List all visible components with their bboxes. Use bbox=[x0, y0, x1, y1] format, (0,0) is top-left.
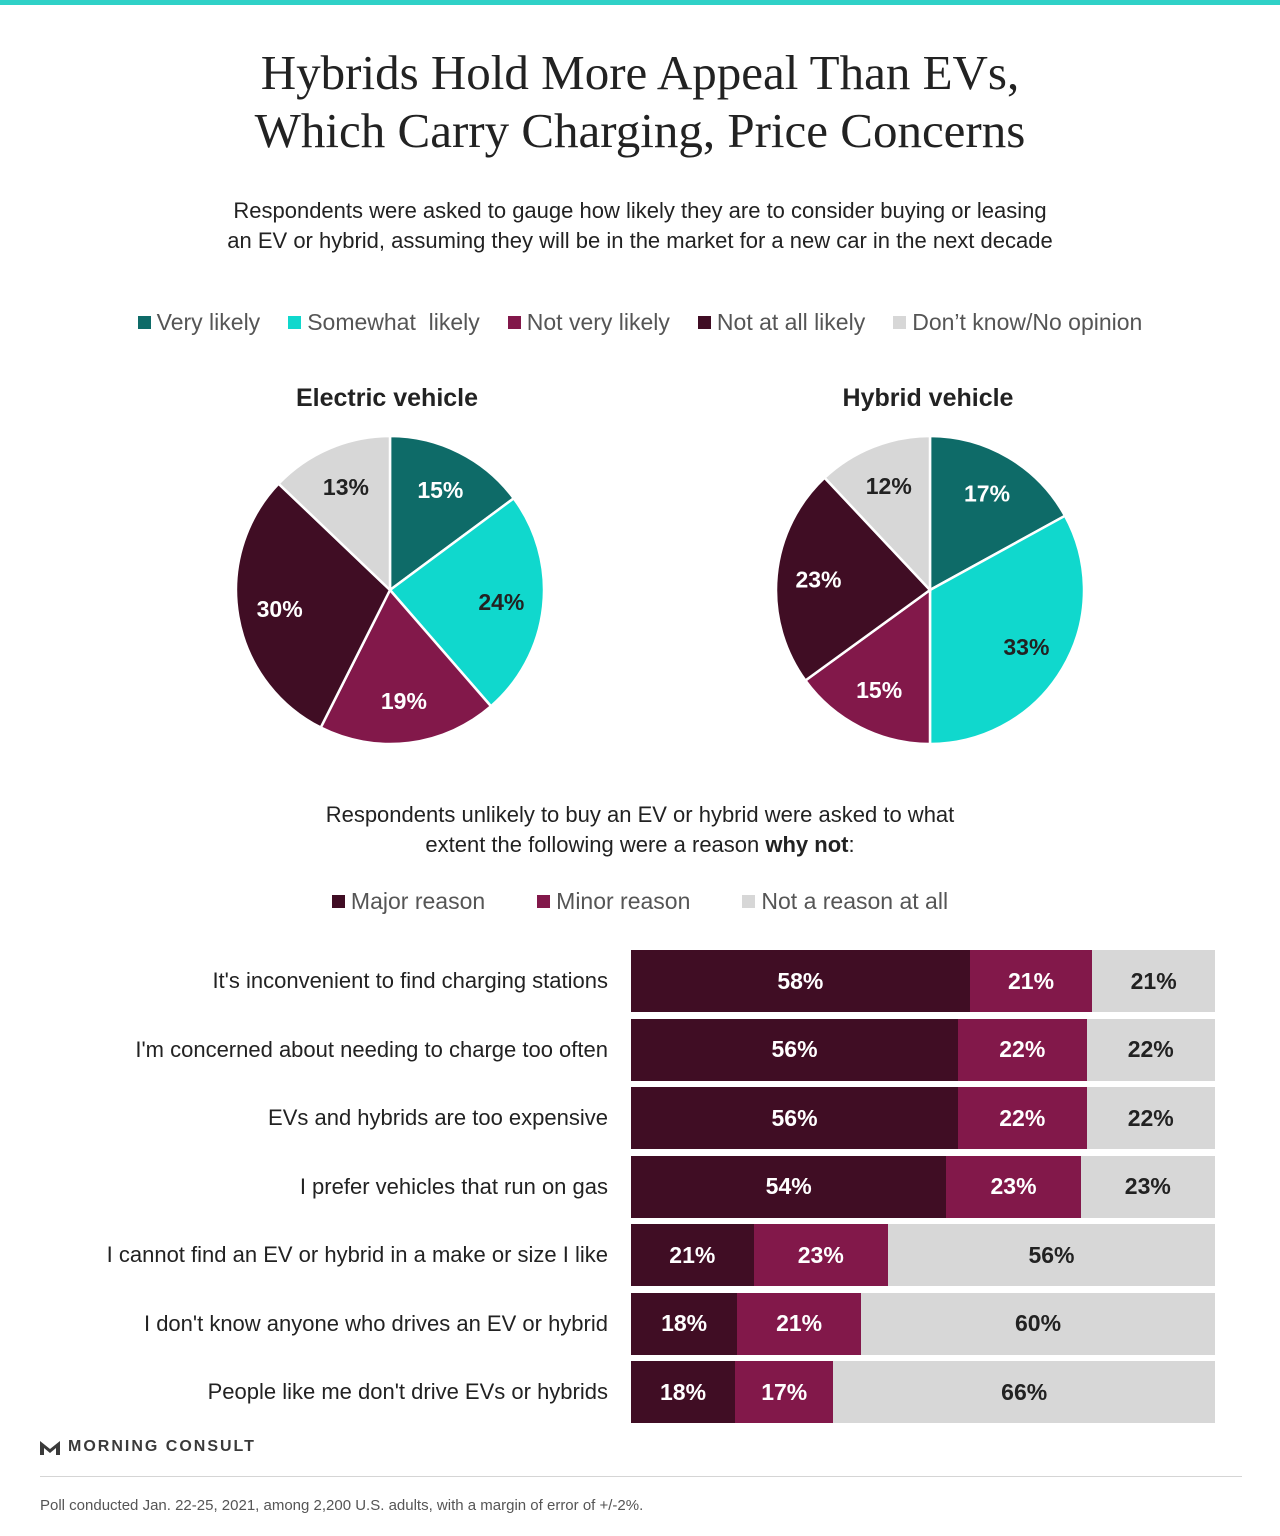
legend-swatch bbox=[697, 316, 711, 329]
footer-divider bbox=[40, 1476, 1242, 1477]
chart-subtitle: Respondents were asked to gauge how like… bbox=[0, 196, 1280, 256]
pie-data-label: 19% bbox=[381, 688, 427, 714]
bar-question-line-1: Respondents unlikely to buy an EV or hyb… bbox=[325, 802, 955, 827]
pie-title-hybrid: Hybrid vehicle bbox=[842, 384, 1014, 412]
bar-row-label: EVs and hybrids are too expensive bbox=[268, 1105, 608, 1130]
footnote: Poll conducted Jan. 22-25, 2021, among 2… bbox=[40, 1497, 644, 1514]
legend-label: Somewhat likely bbox=[307, 309, 480, 335]
legend-label: Not very likely bbox=[526, 309, 670, 335]
bar-segment-not-a-reason: 56% bbox=[887, 1224, 1215, 1286]
bar-segment-not-a-reason: 66% bbox=[833, 1361, 1215, 1423]
legend-swatch bbox=[893, 316, 907, 329]
legend-swatch bbox=[537, 895, 551, 908]
pie-slice-not-at-all-likely bbox=[774, 475, 932, 683]
bar-segment-minor-reason: 23% bbox=[753, 1224, 888, 1286]
bar-question-text: extent the following were a reason bbox=[425, 832, 766, 857]
bar-row-label: I don't know anyone who drives an EV or … bbox=[143, 1310, 608, 1336]
bar-segment-not-a-reason: 22% bbox=[1086, 1018, 1215, 1081]
bar-row-label: I cannot find an EV or hybrid in a make … bbox=[106, 1242, 608, 1267]
brand-logo: MORNING CONSULT bbox=[40, 1438, 256, 1456]
pie-slice-not-very-likely bbox=[319, 587, 493, 746]
legend-label: Minor reason bbox=[556, 888, 691, 914]
bar-row-label: People like me don't drive EVs or hybrid… bbox=[207, 1379, 608, 1404]
bar-segment-minor-reason: 23% bbox=[946, 1155, 1081, 1218]
bar-segment-major-reason: 56% bbox=[631, 1087, 959, 1149]
pie-data-label: 17% bbox=[964, 481, 1010, 507]
pie-data-label: 33% bbox=[1003, 634, 1049, 660]
legend-label: Very likely bbox=[156, 309, 261, 335]
bar-segment-major-reason: 18% bbox=[631, 1361, 736, 1423]
legend-item-not-a-reason: Not a reason at all bbox=[742, 888, 948, 915]
pie-slice-not-very-likely bbox=[803, 587, 932, 746]
legend-label: Don’t know/No opinion bbox=[912, 309, 1143, 335]
bar-segment-minor-reason: 22% bbox=[958, 1018, 1087, 1081]
bar-segment-not-a-reason: 60% bbox=[861, 1292, 1215, 1355]
legend-swatch bbox=[742, 895, 756, 908]
bar-segment-major-reason: 58% bbox=[631, 950, 970, 1012]
legend-item-dont-know: Don’t know/No opinion bbox=[893, 309, 1142, 336]
legend-item-major-reason: Major reason bbox=[331, 888, 486, 915]
legend-swatch bbox=[137, 316, 151, 329]
bar-question-emphasis: why not bbox=[765, 832, 849, 857]
bar-segment-minor-reason: 22% bbox=[958, 1087, 1087, 1149]
chart-title-line-2: Which Carry Charging, Price Concerns bbox=[254, 103, 1026, 158]
pie-slice-dont-know bbox=[276, 434, 392, 593]
bar-segment-not-a-reason: 21% bbox=[1092, 950, 1215, 1012]
bar-row-label: I'm concerned about needing to charge to… bbox=[135, 1036, 608, 1062]
pie-data-label: 13% bbox=[323, 474, 369, 500]
pie-slice-not-at-all-likely bbox=[234, 481, 392, 730]
bar-segment-not-a-reason: 22% bbox=[1086, 1087, 1215, 1149]
legend-swatch bbox=[331, 895, 345, 908]
chart-title: Hybrids Hold More Appeal Than EVs, Which… bbox=[0, 44, 1280, 160]
pie-legend: Very likely Somewhat likely Not very lik… bbox=[0, 309, 1280, 336]
bar-legend: Major reason Minor reason Not a reason a… bbox=[0, 888, 1280, 915]
morning-consult-m-icon bbox=[40, 1441, 60, 1455]
pie-data-label: 30% bbox=[257, 596, 303, 622]
pie-data-label: 15% bbox=[417, 477, 463, 503]
bar-segment-major-reason: 56% bbox=[631, 1018, 959, 1081]
bar-row-label: It's inconvenient to find charging stati… bbox=[212, 968, 608, 993]
bar-segment-major-reason: 18% bbox=[631, 1292, 738, 1355]
pie-slice-dont-know bbox=[822, 434, 932, 594]
bar-segment-not-a-reason: 23% bbox=[1080, 1155, 1215, 1218]
pie-chart-hybrid: 17% 33% 15% 23% 12% bbox=[774, 434, 1086, 746]
bar-segment-minor-reason: 21% bbox=[969, 950, 1093, 1012]
legend-label: Major reason bbox=[350, 888, 486, 914]
bar-question: Respondents unlikely to buy an EV or hyb… bbox=[0, 800, 1280, 860]
bar-row-label: I prefer vehicles that run on gas bbox=[299, 1173, 608, 1199]
pie-slice-very-likely bbox=[388, 434, 516, 593]
top-accent-bar bbox=[0, 0, 1280, 5]
legend-label: Not a reason at all bbox=[761, 888, 949, 914]
legend-label: Not at all likely bbox=[716, 309, 866, 335]
subtitle-line-2: an EV or hybrid, assuming they will be i… bbox=[227, 228, 1053, 253]
legend-item-not-at-all-likely: Not at all likely bbox=[697, 309, 866, 336]
bar-segment-major-reason: 54% bbox=[631, 1155, 947, 1218]
bar-question-line-2: extent the following were a reason why n… bbox=[0, 830, 1280, 860]
legend-item-very-likely: Very likely bbox=[137, 309, 261, 336]
legend-swatch bbox=[288, 316, 302, 329]
brand-name: MORNING CONSULT bbox=[68, 1438, 256, 1455]
pie-data-label: 15% bbox=[856, 677, 902, 703]
pie-slice-somewhat-likely bbox=[928, 514, 1086, 746]
bar-segment-minor-reason: 17% bbox=[735, 1361, 834, 1423]
legend-item-minor-reason: Minor reason bbox=[537, 888, 690, 915]
chart-title-line-1: Hybrids Hold More Appeal Than EVs, bbox=[260, 45, 1020, 100]
pie-data-label: 12% bbox=[866, 473, 912, 499]
pie-chart-electric: 15% 24% 19% 30% 13% bbox=[234, 434, 546, 746]
legend-item-not-very-likely: Not very likely bbox=[507, 309, 670, 336]
pie-title-electric: Electric vehicle bbox=[295, 384, 479, 412]
legend-item-somewhat-likely: Somewhat likely bbox=[288, 309, 480, 336]
bar-segment-major-reason: 21% bbox=[631, 1224, 754, 1286]
pie-data-label: 23% bbox=[795, 566, 841, 592]
bar-question-colon: : bbox=[848, 832, 855, 857]
pie-slice-very-likely bbox=[928, 434, 1067, 593]
pie-data-label: 24% bbox=[478, 589, 524, 615]
pie-slice-somewhat-likely bbox=[388, 496, 546, 709]
legend-swatch bbox=[507, 316, 521, 329]
bar-segment-minor-reason: 21% bbox=[737, 1292, 862, 1355]
subtitle-line-1: Respondents were asked to gauge how like… bbox=[233, 198, 1047, 223]
